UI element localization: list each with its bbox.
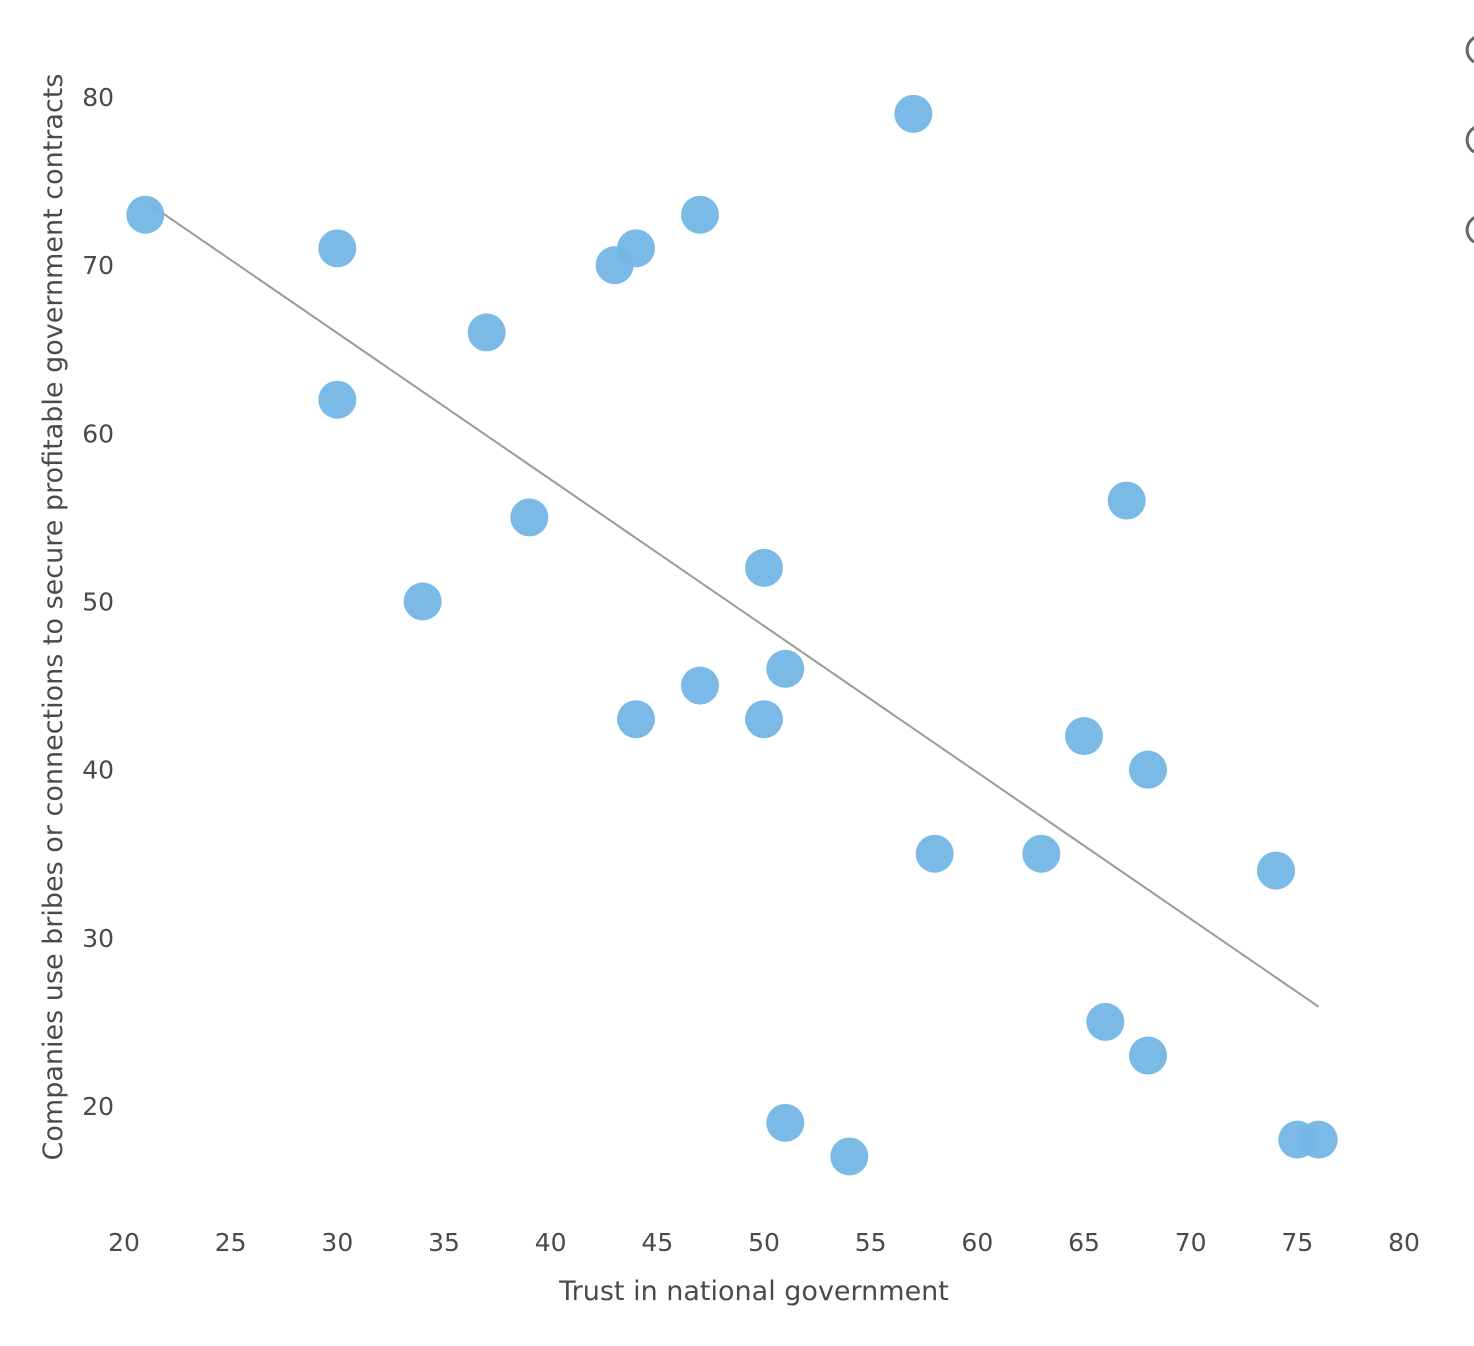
y-tick-label: 80 [82,83,114,112]
data-point [681,195,719,234]
data-point [617,229,655,268]
data-point [1129,750,1167,789]
data-point [1257,851,1295,890]
x-tick-label: 25 [215,1228,247,1257]
y-tick-label: 30 [82,924,114,953]
data-point [766,649,805,688]
data-point [318,380,357,419]
y-tick-label: 40 [82,756,114,785]
y-tick-label: 50 [82,588,114,617]
trendline-layer [144,200,1320,1008]
y-tick-label: 60 [82,419,114,448]
x-tick-label: 45 [641,1228,673,1257]
data-point [894,94,933,133]
clipped-edge-marks [1465,36,1474,244]
data-point [745,548,783,587]
data-point [915,834,954,873]
x-tick-label: 30 [321,1228,353,1257]
points-layer [126,94,1338,1176]
trendline [144,200,1320,1008]
clipped-mark-1 [1465,36,1474,64]
y-tick-labels: 20 30 40 50 60 70 80 [82,83,114,1121]
data-point [617,700,655,739]
data-point [318,229,357,268]
data-point [126,195,165,234]
x-tick-label: 35 [428,1228,460,1257]
data-point [1086,1002,1125,1041]
data-point [830,1137,869,1176]
data-point [1299,1120,1338,1159]
data-point [403,582,442,621]
x-tick-label: 70 [1175,1228,1207,1257]
data-point [467,313,506,352]
x-tick-label: 20 [108,1228,140,1257]
data-point [766,1103,805,1142]
clipped-mark-2 [1465,126,1474,154]
data-point [1129,1036,1167,1075]
x-tick-label: 40 [535,1228,567,1257]
data-point [1022,834,1061,873]
y-tick-label: 20 [82,1092,114,1121]
clipped-mark-3 [1465,216,1474,244]
y-tick-label: 70 [82,251,114,280]
data-point [510,498,549,537]
data-point [681,666,719,705]
x-tick-label: 75 [1281,1228,1313,1257]
x-tick-label: 50 [748,1228,780,1257]
x-axis-label: Trust in national government [558,1276,949,1307]
y-axis-label: Companies use bribes or connections to s… [38,74,69,1161]
x-tick-label: 55 [855,1228,887,1257]
x-tick-label: 60 [961,1228,993,1257]
data-point [1107,481,1146,520]
x-tick-label: 65 [1068,1228,1100,1257]
x-tick-labels: 20 25 30 35 40 45 50 55 60 65 70 75 80 [108,1228,1420,1257]
data-point [1065,717,1103,756]
x-tick-label: 80 [1388,1228,1420,1257]
data-point [745,700,783,739]
